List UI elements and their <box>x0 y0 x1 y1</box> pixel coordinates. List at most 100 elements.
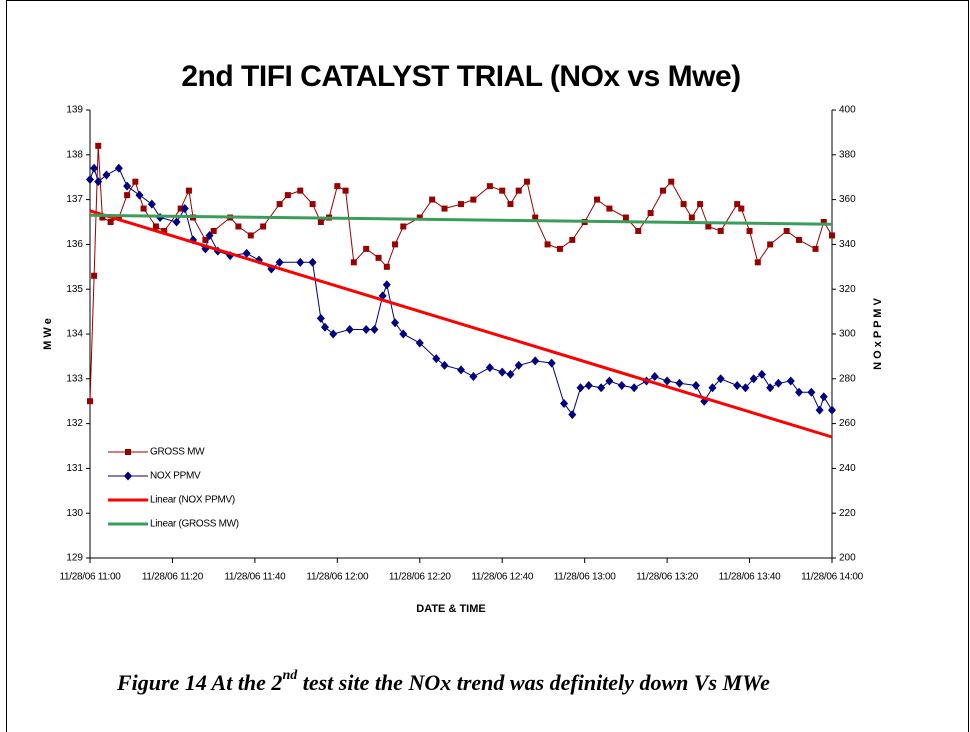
marker <box>617 381 626 391</box>
marker <box>828 405 836 415</box>
caption-text: Figure 14 At the 2 <box>116 670 282 695</box>
marker <box>717 227 724 234</box>
marker <box>819 392 828 402</box>
marker <box>180 204 189 214</box>
x-tick-label: 11/28/06 12:20 <box>389 572 452 583</box>
marker <box>635 227 642 234</box>
marker <box>597 383 606 393</box>
marker <box>309 201 316 208</box>
y2-tick-label: 240 <box>839 463 856 474</box>
marker <box>210 227 217 234</box>
y-tick-label: 138 <box>66 149 83 160</box>
marker <box>766 383 775 393</box>
marker <box>441 205 448 212</box>
marker <box>663 376 672 386</box>
chart-title: 2nd TIFI CATALYST TRIAL (NOx vs Mwe) <box>181 60 740 93</box>
y-tick-label: 135 <box>66 284 83 295</box>
marker <box>697 201 704 208</box>
marker <box>350 259 357 266</box>
marker <box>668 178 675 185</box>
marker <box>382 280 391 290</box>
y2-axis-label: N O x P P M V <box>872 297 884 369</box>
y2-tick-label: 400 <box>839 105 856 116</box>
marker <box>415 338 424 348</box>
marker <box>734 201 741 208</box>
marker <box>416 214 423 221</box>
marker <box>205 230 214 240</box>
y2-tick-label: 220 <box>839 508 856 519</box>
marker <box>308 257 317 267</box>
marker <box>242 248 251 258</box>
marker <box>87 398 93 405</box>
legend-label: GROSS MW <box>150 447 205 458</box>
y-tick-label: 137 <box>66 194 83 205</box>
marker <box>560 398 569 408</box>
marker <box>738 205 745 212</box>
marker <box>469 372 478 382</box>
marker <box>531 356 540 366</box>
marker <box>135 190 144 200</box>
marker <box>675 378 684 388</box>
marker <box>774 378 783 388</box>
marker <box>342 187 349 194</box>
legend-swatch <box>124 471 132 481</box>
marker <box>296 257 305 267</box>
marker <box>829 232 835 239</box>
y-tick-label: 136 <box>66 239 83 250</box>
marker <box>754 259 761 266</box>
marker <box>569 236 576 243</box>
marker <box>594 196 601 203</box>
x-tick-label: 11/28/06 14:00 <box>801 572 864 583</box>
legend-swatch <box>125 449 131 455</box>
y-tick-label: 129 <box>66 553 83 564</box>
y2-tick-label: 380 <box>839 149 856 160</box>
marker <box>568 410 577 420</box>
marker <box>622 214 629 221</box>
y2-tick-label: 280 <box>839 373 856 384</box>
marker <box>177 205 184 212</box>
marker <box>363 245 370 252</box>
marker <box>275 257 284 267</box>
marker <box>115 214 122 221</box>
marker <box>556 245 563 252</box>
marker <box>400 223 407 230</box>
marker <box>276 201 283 208</box>
marker <box>91 272 98 279</box>
marker <box>680 201 687 208</box>
caption-sup: nd <box>282 668 298 683</box>
y-tick-label: 139 <box>66 105 83 116</box>
marker <box>650 372 659 382</box>
series-line <box>89 145 833 402</box>
marker <box>547 358 556 368</box>
marker <box>362 325 371 335</box>
legend-label: NOX PPMV <box>150 471 201 482</box>
marker <box>247 232 254 239</box>
marker <box>757 369 766 379</box>
marker <box>795 387 804 397</box>
legend-label: Linear (NOX PPMV) <box>150 495 235 506</box>
marker <box>399 329 408 339</box>
x-axis-label: DATE & TIME <box>416 603 485 615</box>
series-line <box>89 209 833 439</box>
marker <box>202 236 209 243</box>
marker <box>746 227 753 234</box>
marker <box>172 217 181 227</box>
frame <box>6 0 969 732</box>
marker <box>807 387 816 397</box>
marker <box>317 219 324 225</box>
marker <box>514 360 523 370</box>
marker <box>741 383 750 393</box>
marker <box>630 383 639 393</box>
x-tick-label: 11/28/06 13:00 <box>554 572 617 583</box>
marker <box>95 142 102 149</box>
marker <box>235 223 242 230</box>
marker <box>796 236 803 243</box>
caption-text: test site the NOx trend was definitely d… <box>297 670 770 695</box>
y-tick-label: 134 <box>66 329 83 340</box>
caption: Figure 14 At the 2nd test site the NOx t… <box>116 668 770 695</box>
marker <box>458 201 464 208</box>
marker <box>102 170 111 180</box>
marker <box>708 383 717 393</box>
marker <box>132 178 139 185</box>
marker <box>498 367 507 377</box>
